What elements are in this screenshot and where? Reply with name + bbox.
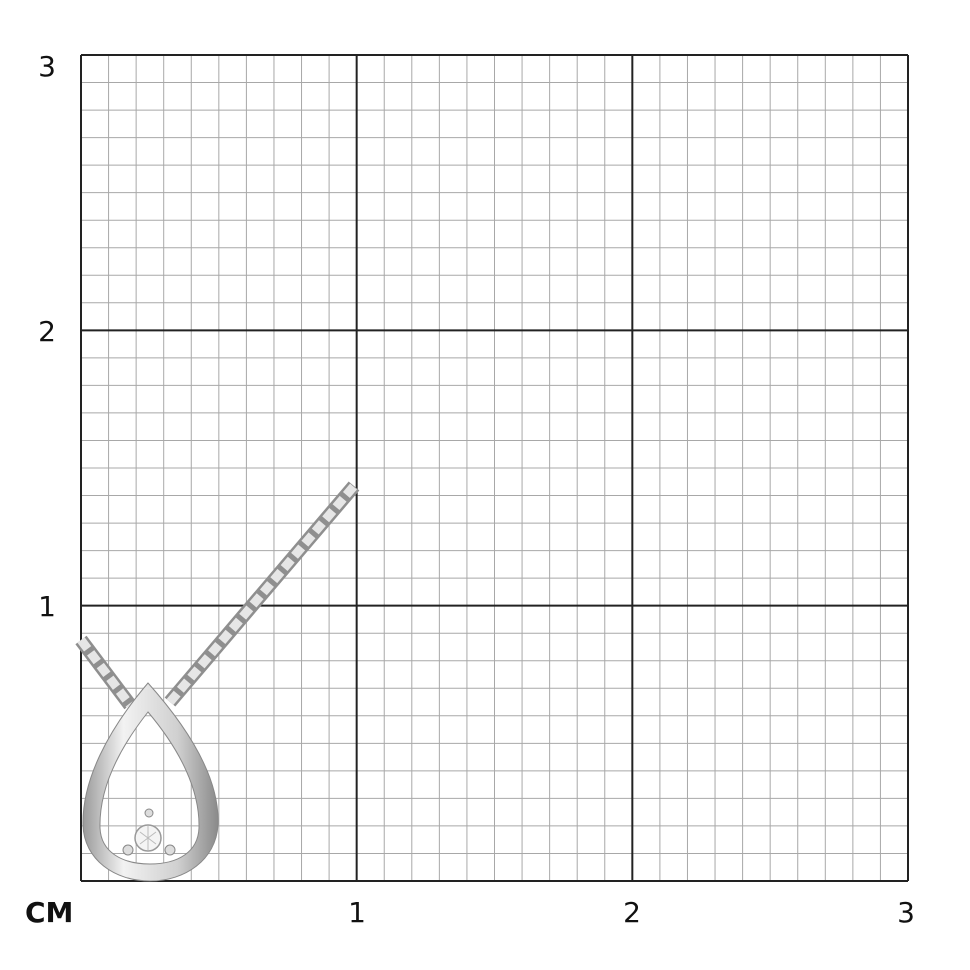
- gemstone: [122, 808, 176, 856]
- teardrop-frame: [82, 682, 219, 882]
- x-tick-3: 3: [897, 896, 915, 929]
- y-tick-1: 1: [38, 590, 56, 623]
- chain: [75, 481, 360, 710]
- pendant-necklace: [75, 481, 360, 882]
- y-tick-2: 2: [38, 315, 56, 348]
- y-tick-3: 3: [38, 50, 56, 83]
- grid: [80, 54, 909, 882]
- axis-labels: CM 1 2 3 1 2 3: [25, 50, 915, 929]
- unit-label: CM: [25, 896, 73, 929]
- x-tick-2: 2: [623, 896, 641, 929]
- x-tick-1: 1: [348, 896, 366, 929]
